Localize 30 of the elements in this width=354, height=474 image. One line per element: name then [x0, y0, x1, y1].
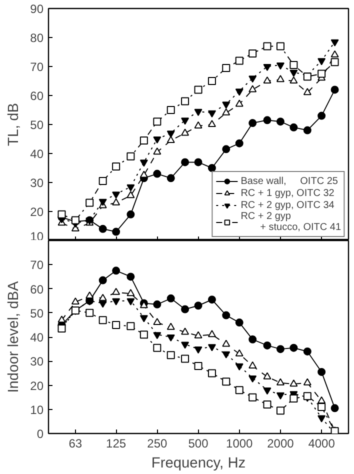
- legend-label: RC + 2 gyp, OITC 34: [240, 200, 334, 210]
- legend-label: RC + 2 gyp + stucco, OITC 41: [240, 211, 341, 233]
- x-tick-label: 500: [188, 436, 209, 450]
- y-tick-label: 40: [30, 147, 44, 161]
- y-tick-label: 30: [30, 176, 44, 190]
- x-tick-label: 2000: [267, 436, 294, 450]
- y-axis-title: Indoor level, dBA: [6, 280, 22, 393]
- x-axis-title: Frequency, Hz: [151, 456, 246, 472]
- x-tick-label: 250: [147, 436, 168, 450]
- y-tick-label: 40: [30, 330, 44, 344]
- y-tick-label: 90: [30, 2, 44, 16]
- y-tick-label: 0: [36, 427, 44, 441]
- y-tick-label: 60: [30, 89, 44, 103]
- y-tick-label: 70: [30, 258, 44, 272]
- x-tick-label: 125: [106, 436, 126, 450]
- y-axis-title: TL, dB: [6, 102, 22, 146]
- y-tick-label: 50: [30, 118, 44, 132]
- y-tick-label: 60: [30, 282, 44, 296]
- y-tick-label: 80: [30, 31, 44, 45]
- legend-label: Base wall, OITC 25: [240, 176, 338, 186]
- x-tick-label: 63: [68, 436, 82, 450]
- y-tick-label: 10: [30, 402, 44, 417]
- legend-label: RC + 1 gyp, OITC 32: [240, 188, 334, 198]
- y-tick-label: 70: [30, 60, 44, 74]
- x-tick-label: 4000: [308, 436, 336, 450]
- x-tick-label: 1000: [226, 436, 254, 450]
- y-tick-label: 50: [30, 306, 44, 320]
- y-tick-label: 20: [30, 378, 44, 393]
- y-tick-label: 20: [30, 205, 44, 219]
- y-tick-label: 30: [30, 354, 44, 369]
